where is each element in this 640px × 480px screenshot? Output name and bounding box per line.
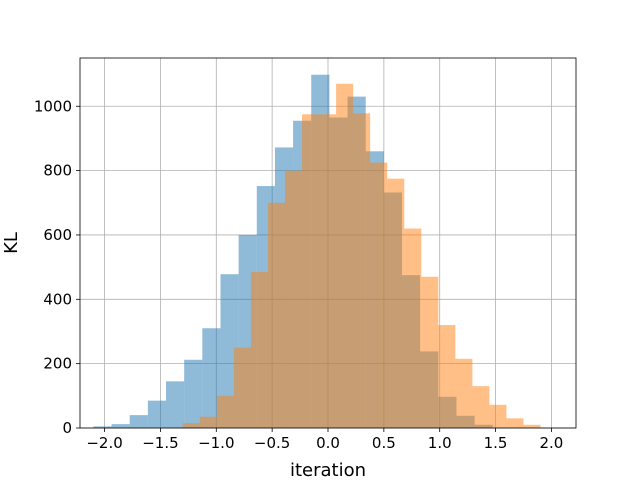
- x-tick-label: −1.0: [198, 434, 234, 452]
- y-tick-label: 0: [62, 419, 72, 437]
- histogram-bar-series-1: [147, 400, 167, 428]
- histogram-bar-series-2: [438, 325, 456, 428]
- histogram-bar-series-2: [336, 83, 354, 428]
- histogram-bar-series-1: [166, 381, 185, 428]
- histogram-bars: [93, 74, 541, 429]
- histogram-bar-series-2: [455, 358, 473, 428]
- x-tick-label: 0.5: [372, 434, 396, 452]
- histogram-bar-series-2: [250, 271, 268, 428]
- histogram-bar-series-2: [387, 178, 405, 428]
- y-tick-label: 1000: [34, 97, 72, 115]
- histogram-bar-series-2: [421, 276, 439, 428]
- histogram-bar-series-1: [93, 426, 112, 428]
- histogram-bar-series-2: [302, 114, 320, 428]
- histogram-bar-series-2: [182, 423, 200, 428]
- x-tick-label: 2.0: [539, 434, 563, 452]
- histogram-bar-series-1: [111, 424, 130, 428]
- histogram-bar-series-2: [523, 424, 541, 428]
- histogram-bar-series-2: [319, 114, 337, 428]
- histogram-bar-series-2: [284, 170, 303, 428]
- histogram-bar-series-2: [353, 113, 371, 429]
- histogram-bar-series-2: [216, 395, 234, 428]
- histogram-bar-series-1: [184, 359, 203, 428]
- histogram-bar-series-2: [472, 386, 490, 428]
- x-tick-label: −1.5: [142, 434, 178, 452]
- histogram-bar-series-2: [404, 228, 422, 428]
- axis-ticks: −2.0 −1.5 −1.0 −0.5 0.0 0.5 1.0 1.5 2.0 0 200 400 60…: [34, 97, 564, 452]
- histogram-bar-series-2: [506, 418, 524, 428]
- histogram-bar-series-2: [199, 416, 217, 428]
- y-tick-label: 800: [43, 162, 72, 180]
- y-tick-label: 600: [43, 226, 72, 244]
- y-tick-label: 400: [43, 290, 72, 308]
- x-tick-label: 1.5: [484, 434, 508, 452]
- y-tick-label: 200: [43, 355, 72, 373]
- x-tick-label: −2.0: [86, 434, 122, 452]
- x-axis-label: iteration: [290, 460, 366, 480]
- histogram-bar-series-1: [202, 328, 221, 428]
- y-axis-label: KL: [1, 232, 22, 254]
- histogram-bar-series-1: [129, 415, 148, 428]
- x-tick-label: −0.5: [254, 434, 290, 452]
- histogram-bar-series-2: [233, 347, 251, 428]
- histogram-bar-series-2: [267, 202, 285, 428]
- histogram-bar-series-2: [489, 404, 507, 428]
- histogram-bar-series-2: [370, 162, 388, 428]
- x-tick-label: 1.0: [428, 434, 452, 452]
- x-tick-label: 0.0: [316, 434, 340, 452]
